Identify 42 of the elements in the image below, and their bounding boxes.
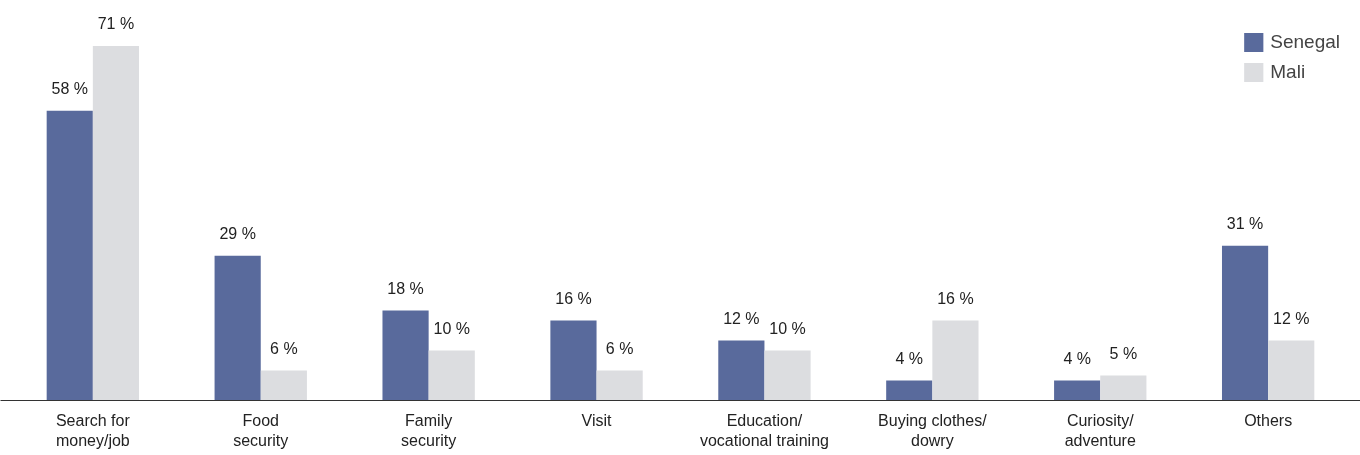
bar xyxy=(1268,340,1315,401)
bar xyxy=(92,45,140,401)
x-tick-label: Family security xyxy=(401,411,457,449)
data-label: 16 % xyxy=(555,289,592,307)
bar xyxy=(596,370,643,401)
data-label: 16 % xyxy=(937,289,974,307)
data-label: 10 % xyxy=(769,319,806,337)
data-label: 12 % xyxy=(1273,309,1310,327)
bar xyxy=(214,255,261,401)
data-label: 31 % xyxy=(1226,214,1264,232)
x-tick-label: Education/ vocational training xyxy=(699,411,829,449)
bar xyxy=(550,320,597,401)
bar xyxy=(428,350,475,401)
bar xyxy=(718,340,765,401)
legend-label: Senegal xyxy=(1270,31,1340,53)
data-label: 4 % xyxy=(1063,349,1091,367)
x-tick-label: Visit xyxy=(581,411,613,429)
bar xyxy=(382,310,429,401)
bar xyxy=(1100,375,1147,401)
data-label: 71 % xyxy=(97,14,135,32)
x-tick-label: Curiosity/ adventure xyxy=(1064,411,1136,449)
bar xyxy=(260,370,307,401)
x-tick-label: Food security xyxy=(233,411,289,449)
data-label: 6 % xyxy=(270,339,298,357)
bar xyxy=(764,350,811,401)
data-label: 12 % xyxy=(723,309,760,327)
data-label: 10 % xyxy=(433,319,470,337)
x-tick-label: Search for money/job xyxy=(55,411,131,449)
data-label: 5 % xyxy=(1109,344,1138,362)
x-tick-label: Others xyxy=(1244,411,1293,429)
bar xyxy=(886,380,933,401)
data-label: 4 % xyxy=(895,349,924,367)
bar xyxy=(1054,380,1101,401)
x-tick-label: Buying clothes/ dowry xyxy=(878,411,988,449)
bar xyxy=(932,320,979,401)
data-label: 18 % xyxy=(387,279,424,297)
data-label: 6 % xyxy=(605,339,634,357)
bar xyxy=(1221,245,1269,401)
bar xyxy=(46,110,93,401)
legend-label: Mali xyxy=(1270,61,1306,83)
data-label: 58 % xyxy=(51,79,88,97)
data-label: 29 % xyxy=(219,224,256,242)
